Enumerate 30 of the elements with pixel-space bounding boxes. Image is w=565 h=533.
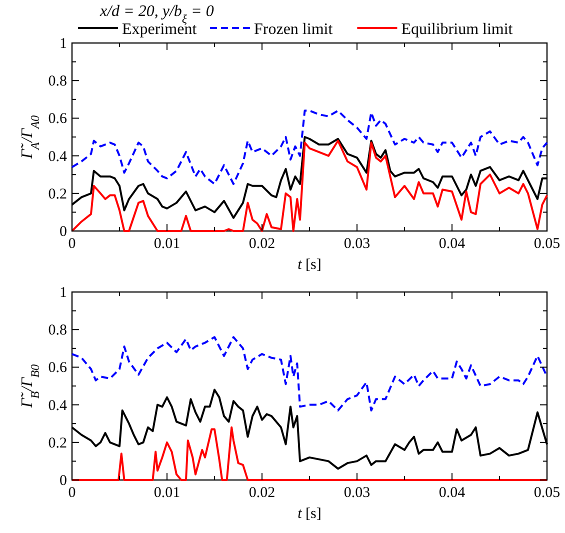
y-tick-label: 0.4 [48,148,68,165]
x-axis-title: t [s] [298,506,322,522]
line-series [71,336,548,412]
x-tick-label: 0.01 [154,485,180,501]
legend-label: Frozen limit [254,21,334,38]
y-tick-label: 0 [60,224,67,240]
x-tick-label: 0.05 [534,485,560,501]
line-series [71,110,548,185]
y-tick-label: 0.8 [48,74,67,90]
y-tick-label: 0.6 [48,111,68,128]
y-tick-label: 1 [60,36,67,52]
y-tick-label: 0.8 [48,322,67,339]
x-tick-label: 0.05 [534,236,560,252]
y-tick-label: 0.4 [48,398,68,414]
x-tick-label: 0.02 [248,236,276,252]
y-tick-label: 0.6 [48,360,68,376]
x-tick-label: 0.04 [438,236,466,252]
line-series [71,140,548,232]
x-tick-label: 0.04 [438,485,466,501]
x-tick-label: 0.01 [154,236,180,252]
y-tick-label: 1 [60,285,67,301]
line-series [71,426,548,481]
x-axis-title: t [s] [298,257,322,273]
x-tick-label: 0.03 [344,485,370,501]
y-tick-label: 0.2 [48,186,67,202]
x-tick-label: 0.03 [344,236,370,252]
y-tick-label: 0.2 [48,435,67,452]
x-tick-label: 0.02 [248,485,276,501]
legend-label: Equilibrium limit [401,21,514,38]
y-tick-label: 0 [60,473,67,489]
